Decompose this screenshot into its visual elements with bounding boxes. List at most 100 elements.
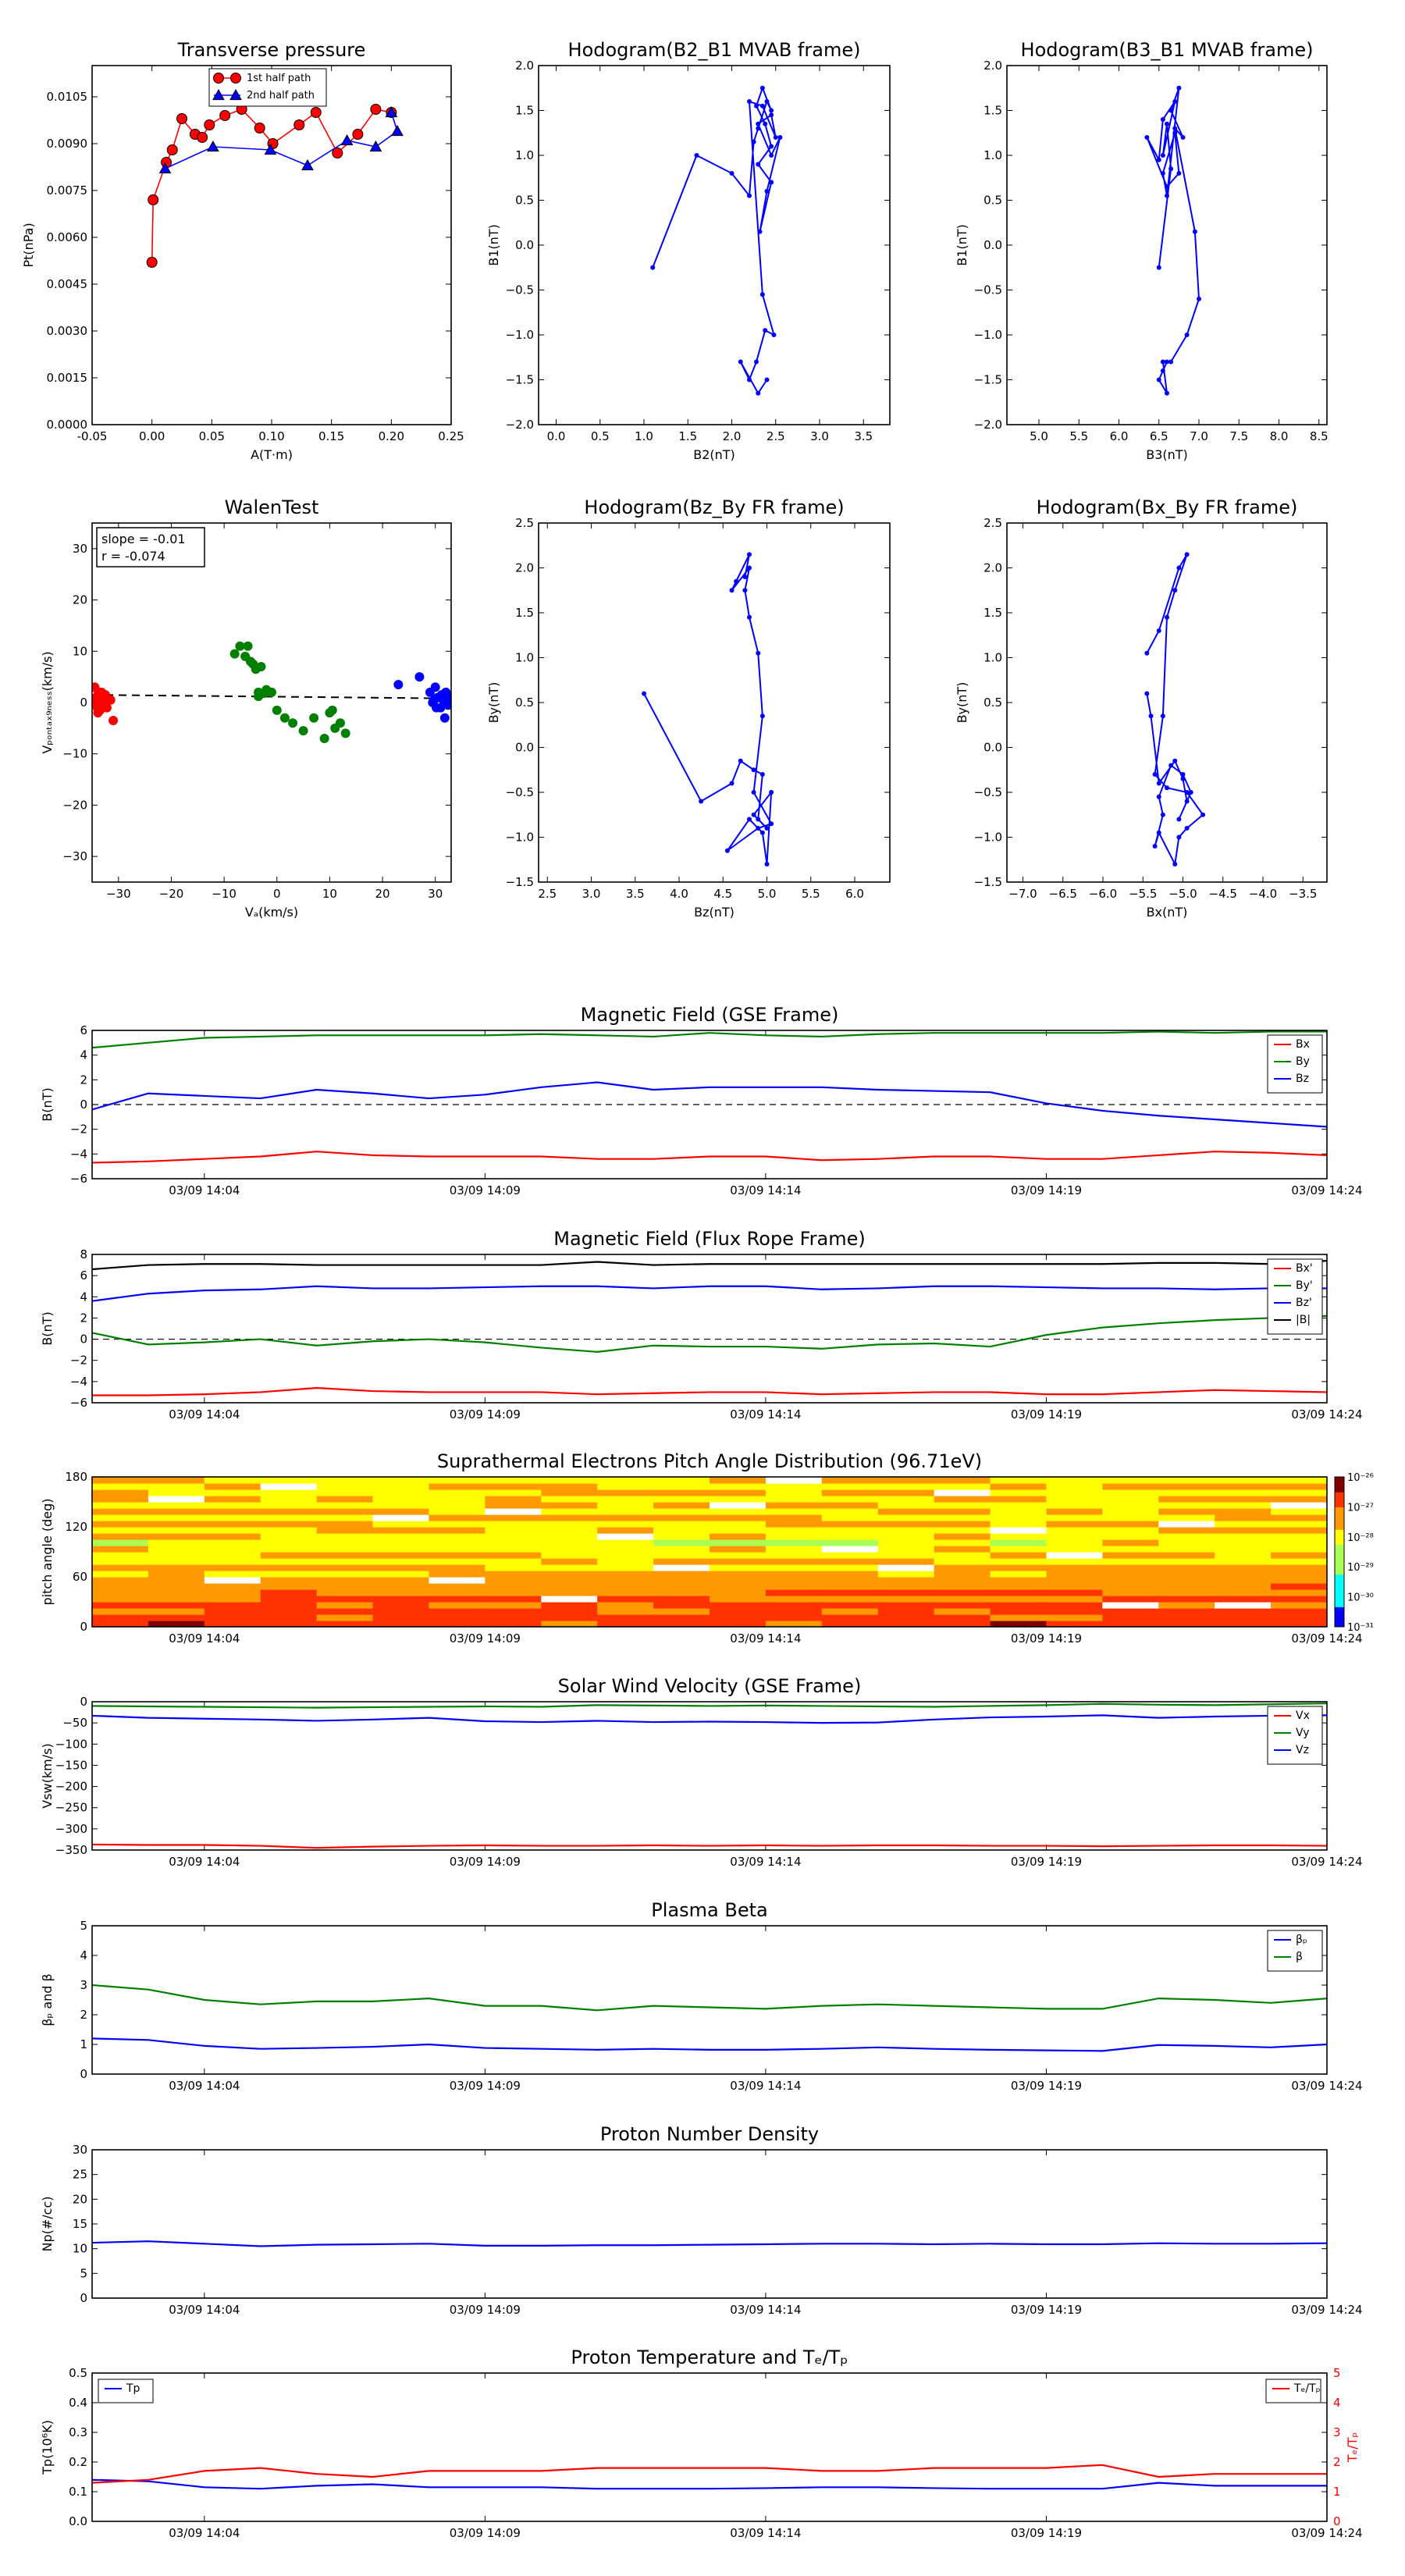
- data-point: [219, 110, 231, 121]
- colorbar-step: [1335, 1524, 1344, 1528]
- heatmap-cell: [1158, 1564, 1215, 1571]
- heatmap-cell: [429, 1552, 486, 1559]
- legend-marker: [229, 88, 242, 101]
- data-point: [756, 126, 761, 131]
- plot-frame: [91, 1030, 1328, 1179]
- plot-area: [92, 1477, 1327, 1627]
- data-point: [1176, 834, 1182, 840]
- data-point: [1160, 368, 1165, 373]
- heatmap-cell: [316, 1552, 374, 1559]
- heatmap-cell: [92, 1477, 149, 1484]
- heatmap-cell: [316, 1496, 374, 1503]
- heatmap-cell: [877, 1577, 935, 1584]
- heatmap-cell: [1046, 1502, 1103, 1509]
- heatmap-cell: [204, 1508, 261, 1515]
- colorbar-step: [1335, 1594, 1344, 1598]
- y-tick-label: 10: [73, 644, 87, 658]
- y-tick-label: −0.5: [974, 785, 1002, 799]
- y-tick-label: 0: [80, 2291, 87, 2305]
- series-line-Vz: [92, 1714, 1327, 1724]
- x-tick-label: −20: [159, 887, 184, 901]
- data-point: [439, 713, 450, 723]
- plot-area: [92, 1030, 1327, 1164]
- heatmap-cell: [1271, 1596, 1327, 1603]
- x-tick-label: 3.0: [810, 429, 829, 443]
- heatmap-cell: [1158, 1602, 1215, 1609]
- heatmap-cell: [765, 1533, 823, 1540]
- data-point: [1168, 763, 1174, 768]
- heatmap-cell: [597, 1489, 654, 1496]
- data-point: [769, 180, 774, 185]
- heatmap-cell: [1102, 1571, 1159, 1578]
- heatmap-cell: [316, 1539, 374, 1546]
- data-point: [108, 716, 119, 725]
- heatmap-cell: [429, 1533, 486, 1540]
- y-axis-label: B1(nT): [486, 224, 501, 266]
- heatmap-cell: [765, 1589, 823, 1596]
- heatmap-cell: [597, 1577, 654, 1584]
- heatmap-cell: [1271, 1614, 1327, 1621]
- y-tick-label: 0.5: [515, 696, 534, 710]
- plot-area: [92, 2240, 1327, 2247]
- heatmap-cell: [1158, 1533, 1215, 1540]
- data-point: [204, 119, 215, 130]
- heatmap-cell: [148, 1508, 205, 1515]
- colorbar-step: [1335, 1539, 1344, 1542]
- data-point: [243, 641, 253, 651]
- data-point: [1184, 552, 1190, 557]
- data-point: [1156, 265, 1161, 270]
- heatmap-cell: [204, 1546, 261, 1553]
- y-tick-label: 2.0: [515, 561, 534, 575]
- data-point: [432, 703, 442, 713]
- heatmap-cell: [1046, 1583, 1103, 1590]
- heatmap-cell: [148, 1527, 205, 1534]
- heatmap-cell: [1102, 1521, 1159, 1528]
- x-tick-label: 5.5: [802, 887, 820, 901]
- panel-h1: Hodogram(B2_B1 MVAB frame) −2.0 −1.5 −1.0 −0…: [486, 39, 891, 462]
- panel-title: Proton Number Density: [600, 2123, 819, 2145]
- x-tick-label: 03/09 14:14: [730, 1407, 801, 1421]
- series-line-|B|: [92, 1260, 1327, 1271]
- heatmap-cell: [990, 1502, 1048, 1509]
- heatmap-cell: [1102, 1477, 1159, 1484]
- heatmap-cell: [877, 1571, 935, 1578]
- data-point: [742, 588, 748, 593]
- heatmap-cell: [653, 1539, 710, 1546]
- heatmap-cell: [148, 1477, 205, 1484]
- x-tick-label: −3.5: [1289, 887, 1317, 901]
- heatmap-cell: [710, 1502, 767, 1509]
- x-tick-label: 03/09 14:19: [1011, 2303, 1082, 2317]
- right-axis-label: Tₑ/Tₚ: [1345, 2432, 1360, 2463]
- heatmap-cell: [877, 1583, 935, 1590]
- series-line-Bx': [92, 1386, 1327, 1397]
- heatmap-cell: [204, 1577, 261, 1584]
- data-point: [207, 140, 219, 152]
- heatmap-cell: [541, 1621, 598, 1627]
- data-point: [769, 821, 774, 827]
- heatmap-cell: [1158, 1608, 1215, 1615]
- heatmap-cell: [372, 1533, 430, 1540]
- heatmap-cell: [1271, 1552, 1327, 1559]
- y-axis-label: By(nT): [955, 682, 969, 724]
- data-point: [747, 193, 752, 198]
- heatmap-cell: [372, 1614, 430, 1621]
- data-point: [1172, 126, 1178, 131]
- x-tick-label: 1.5: [678, 429, 697, 443]
- y-tick-label: 0.0090: [47, 137, 88, 151]
- y-axis-label: B1(nT): [955, 224, 969, 266]
- y-tick-label: −1.5: [974, 373, 1002, 387]
- heatmap-cell: [541, 1546, 598, 1553]
- colorbar-step: [1335, 1582, 1344, 1585]
- heatmap-cell: [934, 1477, 991, 1484]
- heatmap-cell: [934, 1571, 991, 1578]
- x-tick-label: −5.5: [1129, 887, 1157, 901]
- plot-area: [650, 85, 783, 396]
- heatmap-cell: [877, 1483, 935, 1490]
- heatmap-cell: [765, 1564, 823, 1571]
- heatmap-cell: [1046, 1477, 1103, 1484]
- y-tick-label: 0.4: [69, 2396, 87, 2410]
- heatmap-cell: [148, 1577, 205, 1584]
- heatmap-cell: [934, 1621, 991, 1627]
- heatmap-cell: [990, 1558, 1048, 1565]
- right-tick-label: 1: [1333, 2485, 1341, 2499]
